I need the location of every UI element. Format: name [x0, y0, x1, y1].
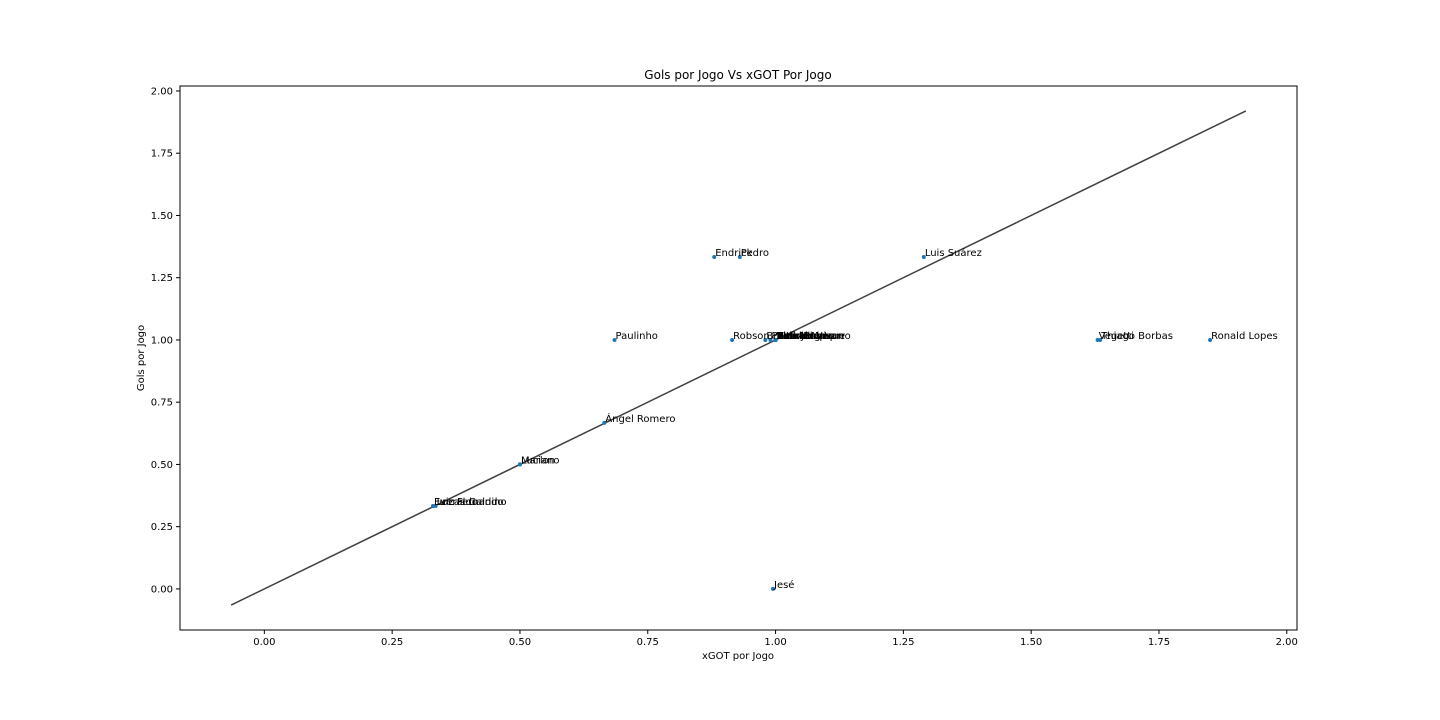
x-tick-label: 0.50: [509, 637, 531, 648]
point-label: Rafael Navarro: [777, 331, 851, 342]
point-label: Endrick: [715, 248, 752, 259]
x-axis: 0.00 0.25 0.50 0.75 1.00 1.25 1.50 1.75 2.00: [253, 630, 1298, 648]
y-tick-label: 0.50: [151, 460, 173, 471]
point-label: Luciano: [521, 455, 560, 466]
chart-title: Gols por Jogo Vs xGOT Por Jogo: [644, 68, 831, 82]
point-label: Paulinho: [616, 331, 658, 342]
x-tick-label: 0.00: [253, 637, 275, 648]
y-tick-label: 0.75: [151, 398, 173, 409]
point-label: Ángel Romero: [605, 412, 675, 425]
point-label: Luiz Fernando: [434, 497, 504, 508]
x-axis-label: xGOT por Jogo: [702, 651, 774, 662]
y-tick-label: 1.00: [151, 335, 173, 346]
point-label: Bruno Henrique: [766, 331, 845, 342]
x-tick-label: 1.50: [1020, 637, 1042, 648]
reference-line: [230, 110, 1247, 606]
data-point: [602, 420, 607, 425]
x-tick-label: 2.00: [1276, 637, 1298, 648]
data-point: [737, 255, 742, 260]
y-tick-label: 2.00: [151, 86, 173, 97]
data-point: [771, 586, 776, 591]
point-label: Alerrandro: [777, 331, 830, 342]
point-label: Hulk: [777, 331, 800, 342]
point-label: Yuri Alberto: [776, 331, 835, 342]
point-label: Vitor Roque: [777, 331, 835, 342]
data-point: [433, 504, 438, 509]
y-tick-label: 1.25: [151, 273, 173, 284]
point-label: Everaldo: [434, 497, 478, 508]
point-label: Vitinho: [777, 331, 812, 342]
data-point: [768, 337, 773, 342]
point-label: Lucas Galdino: [437, 497, 507, 508]
point-label: Kaio Jorge: [777, 331, 827, 342]
y-axis: 0.00 0.25 0.50 0.75 1.00 1.25 1.50 1.75 2.00: [151, 86, 180, 595]
x-tick-label: 0.25: [381, 637, 403, 648]
y-tick-label: 1.75: [151, 149, 173, 160]
data-point: [730, 337, 735, 342]
x-tick-label: 1.00: [764, 637, 786, 648]
point-label: Pedro: [741, 248, 769, 259]
point-label: Gabriel Veron: [777, 331, 845, 342]
y-tick-label: 1.50: [151, 211, 173, 222]
data-point: [712, 255, 717, 260]
point-label: Luis Suárez: [925, 247, 982, 259]
x-tick-label: 1.25: [892, 637, 914, 648]
point-label: Ronald Lopes: [1211, 331, 1278, 342]
point-label: Vegetti: [1099, 331, 1134, 342]
point-label: Robson: [733, 331, 770, 342]
plot-area-frame: [179, 85, 1298, 631]
data-point: [517, 462, 522, 467]
point-label: Pablo: [771, 331, 798, 342]
data-point: [1098, 337, 1103, 342]
data-point: [773, 337, 778, 342]
y-tick-label: 0.00: [151, 584, 173, 595]
x-tick-label: 1.75: [1148, 637, 1170, 648]
point-label: Thiago Borbas: [1100, 331, 1173, 342]
data-points: [431, 255, 1213, 591]
data-point: [612, 337, 617, 342]
data-point: [921, 255, 926, 260]
point-label: Jesé: [773, 579, 794, 591]
x-tick-label: 0.75: [637, 637, 659, 648]
y-axis-label: Gols por Jogo: [136, 325, 147, 391]
point-label: Marlon: [521, 455, 555, 466]
y-tick-label: 0.25: [151, 522, 173, 533]
data-point: [763, 337, 768, 342]
data-point: [1208, 337, 1213, 342]
